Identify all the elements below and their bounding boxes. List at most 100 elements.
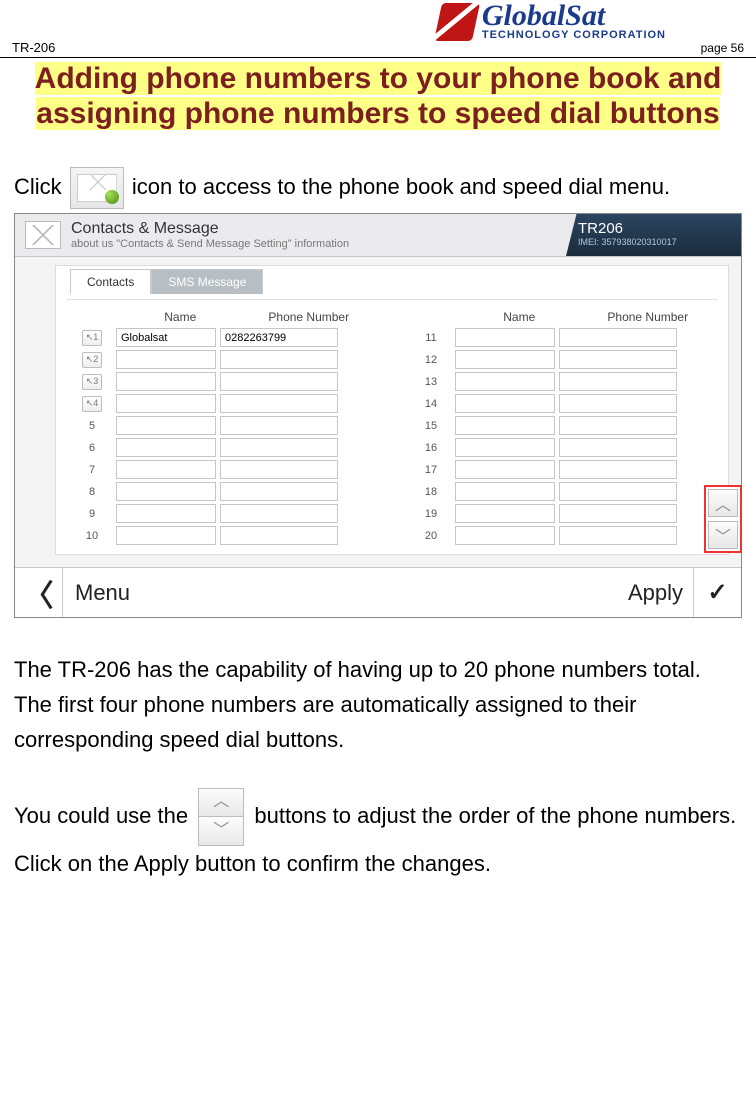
page-header: TR-206 GlobalSat TECHNOLOGY CORPORATION … [0, 0, 756, 58]
row-index: ↖2 [72, 352, 112, 368]
contact-phone-input[interactable] [559, 372, 677, 391]
contact-name-input[interactable] [455, 526, 555, 545]
reorder-paragraph: You could use the ︿ ﹀ buttons to adjust … [0, 788, 756, 881]
contact-row: 12 [411, 350, 712, 369]
row-index: ↖1 [72, 330, 112, 346]
contact-phone-input[interactable] [220, 504, 338, 523]
row-index: ↖4 [72, 396, 112, 412]
contacts-col-left: Name Phone Number ↖1↖2↖3↖45678910 [72, 310, 373, 548]
contact-name-input[interactable] [116, 328, 216, 347]
contact-phone-input[interactable] [220, 460, 338, 479]
contact-row: 11 [411, 328, 712, 347]
row-index: 15 [411, 420, 451, 432]
contact-name-input[interactable] [455, 438, 555, 457]
contact-row: 13 [411, 372, 712, 391]
back-button[interactable]: 〈 [15, 568, 63, 617]
contact-name-input[interactable] [116, 482, 216, 501]
row-index: 19 [411, 508, 451, 520]
chevron-down-icon: ﹀ [199, 817, 243, 845]
contact-row: ↖3 [72, 372, 373, 391]
chevron-up-icon: ︿ [199, 789, 243, 817]
row-index: 10 [72, 530, 112, 542]
contact-phone-input[interactable] [559, 350, 677, 369]
screenshot-subtitle: about us "Contacts & Send Message Settin… [71, 238, 349, 250]
col-header-phone: Phone Number [584, 310, 713, 324]
contact-name-input[interactable] [116, 504, 216, 523]
header-model: TR-206 [12, 40, 55, 55]
row-index: 11 [411, 332, 451, 344]
contacts-col-right: Name Phone Number 11 12 13 14 15 16 17 18 19 20 [411, 310, 712, 548]
row-index: 18 [411, 486, 451, 498]
contact-row: 15 [411, 416, 712, 435]
contact-phone-input[interactable] [220, 526, 338, 545]
contact-row: ↖4 [72, 394, 373, 413]
contact-name-input[interactable] [116, 350, 216, 369]
contact-name-input[interactable] [455, 416, 555, 435]
apply-button[interactable]: ✓ [693, 568, 741, 617]
row-index: 14 [411, 398, 451, 410]
speed-dial-badge-icon: ↖1 [82, 330, 102, 346]
header-page-number: page 56 [701, 41, 744, 55]
row-index: 8 [72, 486, 112, 498]
contact-row: 20 [411, 526, 712, 545]
logo-sub-text: TECHNOLOGY CORPORATION [482, 29, 666, 41]
contact-phone-input[interactable] [220, 482, 338, 501]
contact-name-input[interactable] [455, 504, 555, 523]
contact-phone-input[interactable] [559, 328, 677, 347]
contact-name-input[interactable] [455, 350, 555, 369]
contact-phone-input[interactable] [559, 504, 677, 523]
contact-phone-input[interactable] [220, 372, 338, 391]
contact-name-input[interactable] [455, 372, 555, 391]
col-header-phone: Phone Number [245, 310, 374, 324]
contact-phone-input[interactable] [220, 416, 338, 435]
logo-globe-icon [434, 3, 480, 41]
screenshot-footer: 〈 Menu Apply ✓ [15, 567, 741, 617]
intro-paragraph: Click icon to access to the phone book a… [0, 167, 756, 209]
tab-contacts[interactable]: Contacts [70, 269, 151, 294]
contact-name-input[interactable] [116, 526, 216, 545]
menu-label: Menu [63, 580, 628, 606]
row-index: 5 [72, 420, 112, 432]
contact-name-input[interactable] [455, 482, 555, 501]
contact-name-input[interactable] [116, 416, 216, 435]
contact-row: 7 [72, 460, 373, 479]
para1-text-b: icon to access to the phone book and spe… [132, 174, 670, 199]
tab-sms[interactable]: SMS Message [151, 269, 263, 294]
contacts-header-icon [25, 221, 61, 249]
contact-phone-input[interactable] [559, 394, 677, 413]
contact-phone-input[interactable] [559, 460, 677, 479]
contact-phone-input[interactable] [559, 482, 677, 501]
contact-phone-input[interactable] [220, 350, 338, 369]
para3-text-a: You could use the [14, 802, 194, 827]
move-up-button[interactable]: ︿ [708, 489, 738, 517]
envelope-icon [70, 167, 124, 209]
move-down-button[interactable]: ﹀ [708, 521, 738, 549]
speed-dial-badge-icon: ↖3 [82, 374, 102, 390]
contact-phone-input[interactable] [559, 416, 677, 435]
col-header-name: Name [455, 310, 584, 324]
contact-name-input[interactable] [116, 438, 216, 457]
contact-phone-input[interactable] [559, 526, 677, 545]
speed-dial-badge-icon: ↖4 [82, 396, 102, 412]
contact-name-input[interactable] [455, 460, 555, 479]
contact-phone-input[interactable] [220, 328, 338, 347]
contact-name-input[interactable] [455, 394, 555, 413]
contact-name-input[interactable] [116, 372, 216, 391]
contact-phone-input[interactable] [220, 438, 338, 457]
contact-row: 6 [72, 438, 373, 457]
capability-paragraph: The TR-206 has the capability of having … [0, 652, 756, 758]
device-panel: TR206 IMEI: 357938020310017 [566, 214, 741, 256]
contact-phone-input[interactable] [220, 394, 338, 413]
logo: GlobalSat TECHNOLOGY CORPORATION [438, 2, 666, 41]
contact-row: 17 [411, 460, 712, 479]
screenshot-header: Contacts & Message about us "Contacts & … [15, 214, 741, 257]
contact-name-input[interactable] [455, 328, 555, 347]
contact-row: 16 [411, 438, 712, 457]
contact-name-input[interactable] [116, 460, 216, 479]
row-index: 7 [72, 464, 112, 476]
contact-row: 8 [72, 482, 373, 501]
apply-label: Apply [628, 580, 693, 606]
contact-name-input[interactable] [116, 394, 216, 413]
device-imei: IMEI: 357938020310017 [578, 237, 729, 247]
contact-phone-input[interactable] [559, 438, 677, 457]
